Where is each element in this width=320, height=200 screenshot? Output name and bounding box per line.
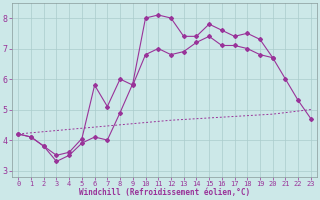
X-axis label: Windchill (Refroidissement éolien,°C): Windchill (Refroidissement éolien,°C) [79,188,250,197]
